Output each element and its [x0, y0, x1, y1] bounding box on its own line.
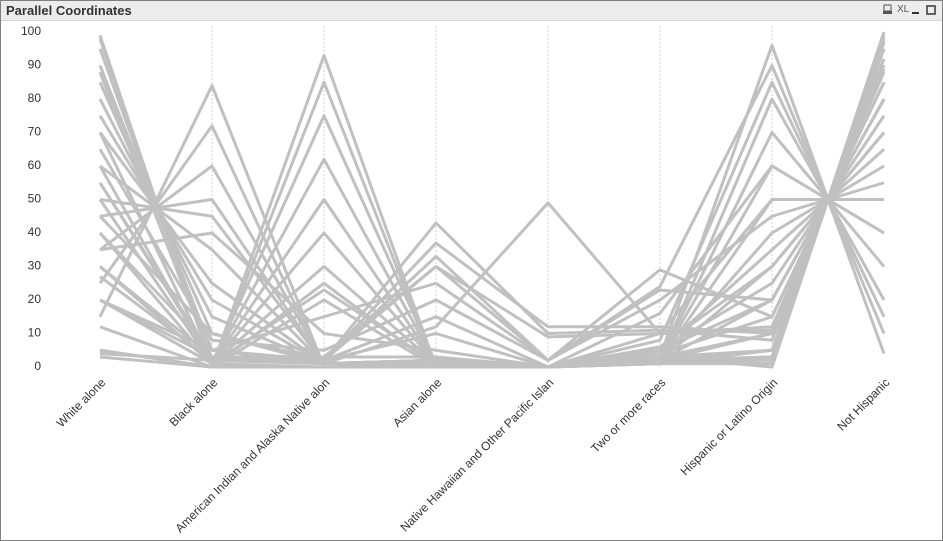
- excel-button[interactable]: XL: [897, 4, 910, 15]
- y-tick-label: 100: [21, 24, 41, 38]
- x-axis-label: Not Hispanic: [834, 375, 892, 433]
- x-axis-label: Two or more races: [588, 375, 668, 455]
- y-tick-label: 10: [28, 326, 42, 340]
- chart-title: Parallel Coordinates: [6, 3, 132, 18]
- x-axis-label: White alone: [54, 375, 109, 430]
- y-tick-label: 70: [28, 125, 42, 139]
- x-axis-label: Hispanic or Latino Origin: [678, 375, 781, 478]
- y-tick-label: 20: [28, 292, 42, 306]
- y-tick-label: 30: [28, 259, 42, 273]
- window-buttons[interactable]: [911, 4, 939, 16]
- x-axis-label: Black alone: [167, 375, 221, 429]
- data-line: [99, 34, 886, 369]
- y-tick-label: 80: [28, 91, 42, 105]
- print-icon[interactable]: [882, 4, 894, 16]
- y-tick-label: 90: [28, 58, 42, 72]
- y-tick-label: 50: [28, 192, 42, 206]
- data-line: [98, 80, 886, 369]
- y-tick-label: 40: [28, 225, 42, 239]
- plot-area: 0 10 20 30 40 50 60 70 80 90 100 White alone Black a…: [21, 24, 892, 535]
- data-line: [99, 98, 886, 362]
- y-tick-label: 0: [34, 359, 41, 373]
- y-tick-label: 60: [28, 158, 42, 172]
- data-line: [99, 31, 886, 369]
- data-line: [99, 198, 884, 369]
- data-line: [98, 148, 885, 362]
- data-line: [98, 164, 885, 369]
- x-axis-label: Asian alone: [390, 375, 444, 429]
- title-bar: Parallel Coordinates XL: [1, 1, 942, 21]
